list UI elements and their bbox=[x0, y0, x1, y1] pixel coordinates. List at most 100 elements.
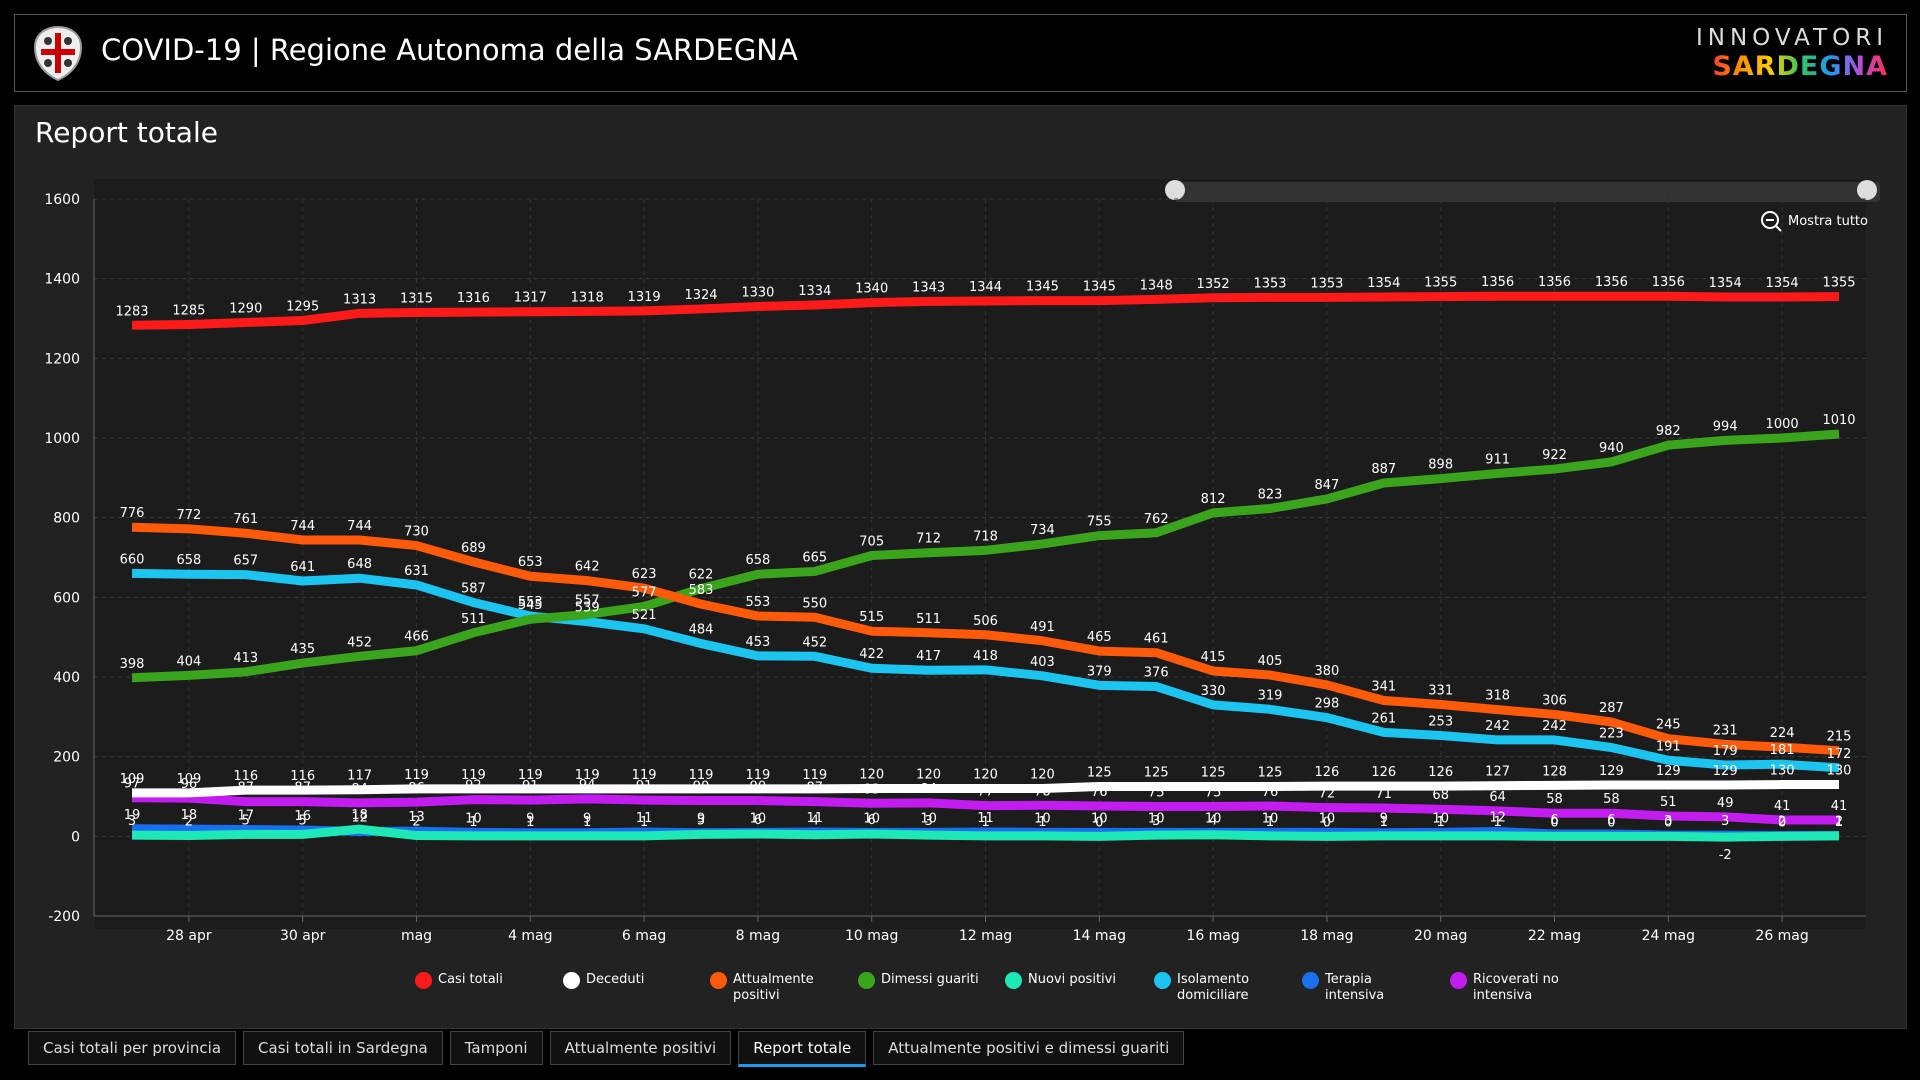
data-label: 1317 bbox=[514, 291, 547, 306]
y-tick-label: 0 bbox=[71, 829, 80, 845]
data-label: 2 bbox=[1778, 815, 1786, 830]
data-label: 6 bbox=[868, 813, 876, 828]
tabs: Casi totali per provincia Casi totali in … bbox=[28, 1031, 1185, 1067]
data-label: 9 bbox=[1380, 812, 1388, 827]
legend-item[interactable]: Casi totali bbox=[415, 972, 548, 989]
legend-label: Casi totali bbox=[438, 972, 503, 987]
data-label: 4 bbox=[811, 814, 819, 829]
data-label: 9 bbox=[697, 812, 705, 827]
data-label: 253 bbox=[1428, 715, 1453, 730]
data-label: 376 bbox=[1144, 666, 1169, 681]
data-label: 49 bbox=[1717, 796, 1734, 811]
data-label: 11 bbox=[636, 811, 653, 826]
legend-item[interactable]: Attualmente positivi bbox=[710, 972, 843, 1004]
data-label: 94 bbox=[579, 778, 596, 793]
data-label: 712 bbox=[916, 532, 941, 547]
legend-item[interactable]: Nuovi positivi bbox=[1005, 972, 1138, 989]
data-label: 11 bbox=[807, 811, 824, 826]
data-label: 744 bbox=[347, 519, 372, 534]
data-label: 642 bbox=[575, 560, 600, 575]
data-label: 306 bbox=[1542, 693, 1567, 708]
data-label: 405 bbox=[1258, 654, 1283, 669]
data-label: 126 bbox=[1371, 765, 1396, 780]
data-label: 125 bbox=[1258, 766, 1283, 781]
data-label: 776 bbox=[120, 506, 145, 521]
data-label: 452 bbox=[347, 635, 372, 650]
range-slider[interactable] bbox=[1175, 182, 1880, 202]
data-label: 84 bbox=[920, 782, 937, 797]
legend-swatch bbox=[415, 972, 432, 989]
series-line bbox=[132, 780, 1839, 798]
data-label: 461 bbox=[1144, 632, 1169, 647]
tab[interactable]: Attualmente positivi bbox=[549, 1031, 732, 1065]
data-label: 465 bbox=[1087, 630, 1112, 645]
zoom-button[interactable]: Mostra tutto bbox=[1760, 210, 1868, 232]
data-label: 129 bbox=[1713, 764, 1738, 779]
data-label: 10 bbox=[1091, 811, 1108, 826]
data-label: 120 bbox=[916, 768, 941, 783]
data-label: 87 bbox=[238, 781, 255, 796]
tab[interactable]: Casi totali per provincia bbox=[28, 1031, 237, 1065]
data-label: 417 bbox=[916, 649, 941, 664]
data-label: 6 bbox=[1550, 813, 1558, 828]
data-label: 660 bbox=[120, 552, 145, 567]
data-label: 665 bbox=[802, 550, 827, 565]
data-label: 64 bbox=[1489, 790, 1506, 805]
data-label: 41 bbox=[1774, 799, 1791, 814]
data-label: 83 bbox=[863, 782, 880, 797]
data-label: 623 bbox=[632, 567, 657, 582]
data-label: 10 bbox=[750, 811, 767, 826]
y-tick-label: 200 bbox=[53, 750, 80, 766]
data-label: 422 bbox=[859, 647, 884, 662]
data-label: 10 bbox=[1034, 811, 1051, 826]
tab[interactable]: Tamponi bbox=[449, 1031, 543, 1065]
data-label: 898 bbox=[1428, 458, 1453, 473]
data-label: 0 bbox=[1550, 815, 1558, 830]
data-label: 10 bbox=[1205, 811, 1222, 826]
x-tick-label: 12 mag bbox=[959, 928, 1012, 944]
data-label: 772 bbox=[176, 508, 201, 523]
data-label: 1 bbox=[1266, 815, 1274, 830]
x-tick-label: 10 mag bbox=[845, 928, 898, 944]
data-label: 172 bbox=[1827, 747, 1852, 762]
data-label: 380 bbox=[1314, 664, 1339, 679]
y-tick-label: 1600 bbox=[44, 192, 80, 208]
data-label: 330 bbox=[1201, 684, 1226, 699]
data-label: 119 bbox=[518, 768, 543, 783]
data-label: 5 bbox=[299, 813, 307, 828]
data-label: 6 bbox=[754, 813, 762, 828]
slider-handle[interactable] bbox=[1165, 180, 1185, 200]
legend-item[interactable]: Ricoverati no intensiva bbox=[1450, 972, 1583, 1004]
data-label: 10 bbox=[1319, 811, 1336, 826]
data-label: 10 bbox=[863, 811, 880, 826]
legend-item[interactable]: Deceduti bbox=[563, 972, 696, 989]
y-tick-label: 1200 bbox=[44, 351, 80, 367]
data-label: 1 bbox=[640, 815, 648, 830]
data-label: 1000 bbox=[1766, 417, 1799, 432]
data-label: 331 bbox=[1428, 683, 1453, 698]
data-label: 379 bbox=[1087, 664, 1112, 679]
legend-item[interactable]: Dimessi guariti bbox=[858, 972, 991, 989]
y-tick-label: -200 bbox=[48, 909, 80, 925]
data-label: 126 bbox=[1428, 765, 1453, 780]
data-label: 922 bbox=[1542, 448, 1567, 463]
data-label: 1356 bbox=[1481, 275, 1514, 290]
data-label: 1 bbox=[981, 815, 989, 830]
data-label: 109 bbox=[120, 772, 145, 787]
y-tick-label: 1400 bbox=[44, 272, 80, 288]
data-label: 71 bbox=[1376, 787, 1393, 802]
data-label: 744 bbox=[290, 519, 315, 534]
data-label: 18 bbox=[181, 808, 198, 823]
tab[interactable]: Attualmente positivi e dimessi guariti bbox=[873, 1031, 1185, 1065]
data-label: 1356 bbox=[1595, 275, 1628, 290]
data-label: 1 bbox=[1437, 815, 1445, 830]
slider-handle[interactable] bbox=[1857, 180, 1877, 200]
data-label: 648 bbox=[347, 557, 372, 572]
data-label: 19 bbox=[124, 808, 141, 823]
tab[interactable]: Report totale bbox=[738, 1031, 867, 1067]
data-label: 404 bbox=[176, 654, 201, 669]
data-label: 413 bbox=[233, 651, 258, 666]
legend-item[interactable]: Terapia intensiva bbox=[1302, 972, 1435, 1004]
tab[interactable]: Casi totali in Sardegna bbox=[243, 1031, 443, 1065]
legend-item[interactable]: Isolamento domiciliare bbox=[1154, 972, 1287, 1004]
